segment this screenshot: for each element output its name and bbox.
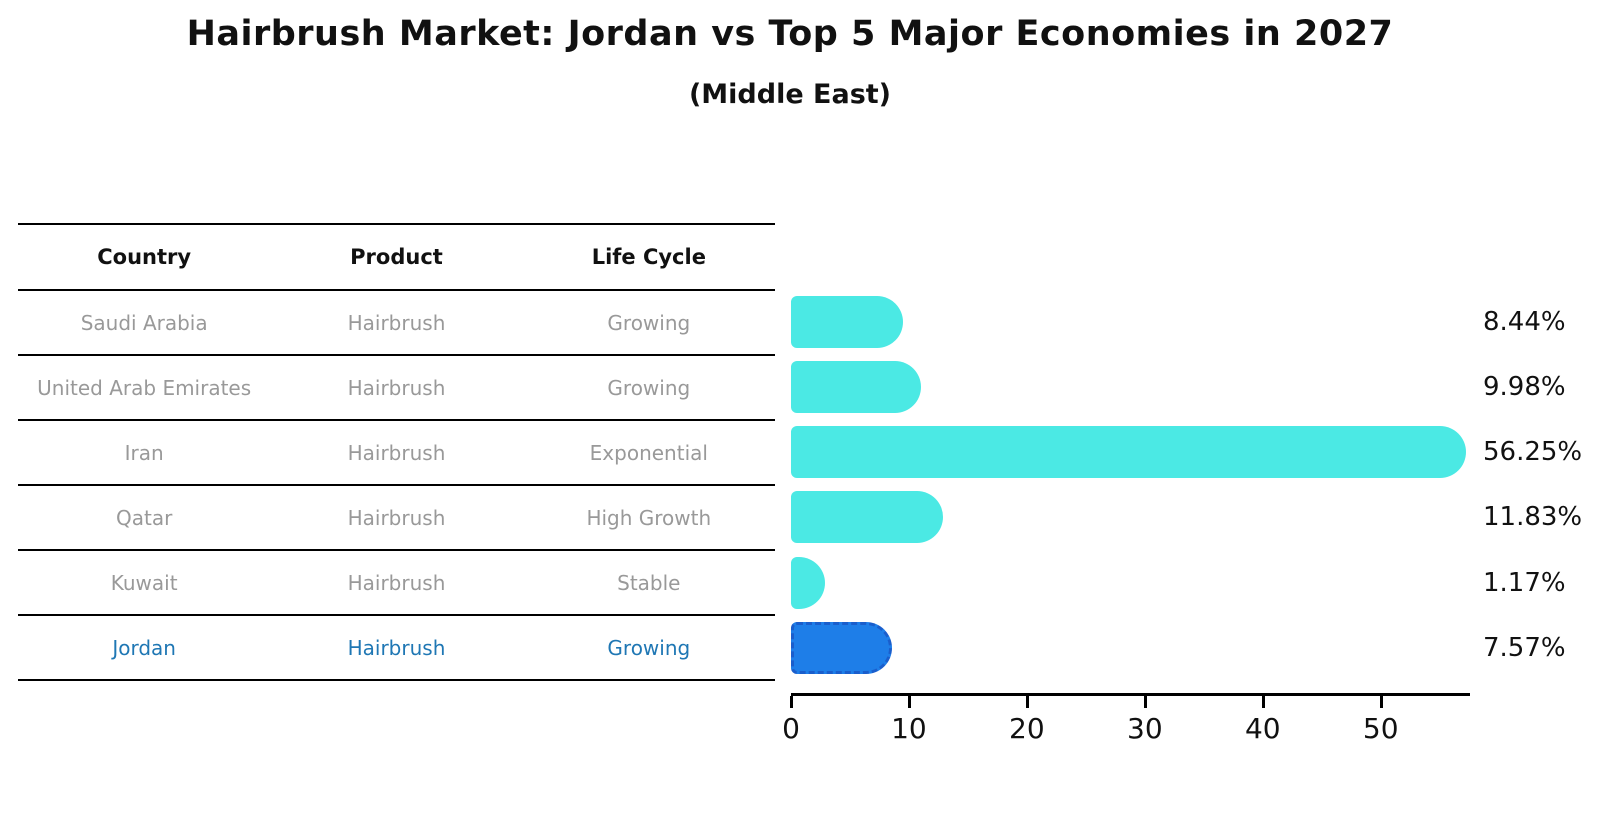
column-header: Life Cycle	[591, 245, 706, 269]
bar-plot-area	[791, 0, 1468, 823]
x-tick-label: 10	[891, 712, 927, 745]
bar-jordan	[791, 622, 893, 674]
table-row: United Arab Emirates Hairbrush Growing	[18, 356, 775, 421]
table-row: Jordan Hairbrush Growing	[18, 616, 775, 681]
cell-country: Saudi Arabia	[80, 310, 208, 335]
cell-country: United Arab Emirates	[37, 375, 252, 400]
cell-country: Kuwait	[110, 570, 178, 595]
value-label: 1.17%	[1483, 568, 1566, 598]
cell-country: Qatar	[116, 505, 173, 530]
cell-life-cycle: Growing	[607, 635, 691, 660]
page-title: Hairbrush Market: Jordan vs Top 5 Major …	[186, 14, 1394, 54]
cell-country: Iran	[124, 440, 164, 465]
bar-1	[791, 361, 921, 413]
cell-product: Hairbrush	[347, 635, 446, 660]
cell-country: Jordan	[112, 635, 176, 660]
table-header-row: Country Product Life Cycle	[18, 225, 775, 291]
page-subtitle: (Middle East)	[688, 79, 892, 110]
column-header: Product	[350, 245, 443, 269]
table-row: Iran Hairbrush Exponential	[18, 421, 775, 486]
value-label: 9.98%	[1483, 372, 1566, 402]
cell-life-cycle: Stable	[617, 570, 681, 595]
x-tick-mark	[1143, 696, 1147, 708]
x-tick-label: 50	[1362, 712, 1399, 745]
value-label: 8.44%	[1483, 307, 1566, 337]
cell-product: Hairbrush	[347, 440, 446, 465]
cell-product: Hairbrush	[347, 505, 446, 530]
table-row: Saudi Arabia Hairbrush Growing	[18, 291, 775, 356]
value-label: 7.57%	[1483, 633, 1566, 663]
bar-2	[791, 426, 1467, 478]
cell-product: Hairbrush	[347, 570, 446, 595]
column-header: Country	[97, 245, 192, 269]
table-row: Qatar Hairbrush High Growth	[18, 486, 775, 551]
table-row: Kuwait Hairbrush Stable	[18, 551, 775, 616]
bar-0	[791, 296, 903, 348]
x-axis-line	[791, 693, 1470, 696]
x-tick-label: 30	[1127, 712, 1163, 745]
x-tick-label: 40	[1244, 712, 1281, 745]
cell-life-cycle: High Growth	[586, 505, 712, 530]
cell-product: Hairbrush	[347, 375, 446, 400]
x-tick-mark	[790, 696, 793, 708]
x-tick-mark	[1025, 696, 1029, 708]
x-tick-label: 0	[782, 712, 800, 745]
x-tick-mark	[1261, 696, 1265, 708]
x-tick-mark	[907, 696, 911, 708]
cell-life-cycle: Exponential	[589, 440, 708, 465]
cell-life-cycle: Growing	[607, 310, 691, 335]
country-table: Country Product Life Cycle Saudi Arabia Hai…	[18, 223, 775, 681]
bar-4	[791, 557, 825, 609]
x-tick-mark	[1379, 696, 1383, 708]
cell-life-cycle: Growing	[607, 375, 691, 400]
value-label: 56.25%	[1483, 437, 1583, 467]
bar-3	[791, 491, 943, 543]
value-label: 11.83%	[1483, 502, 1583, 532]
cell-product: Hairbrush	[347, 310, 446, 335]
x-tick-label: 20	[1009, 712, 1045, 745]
